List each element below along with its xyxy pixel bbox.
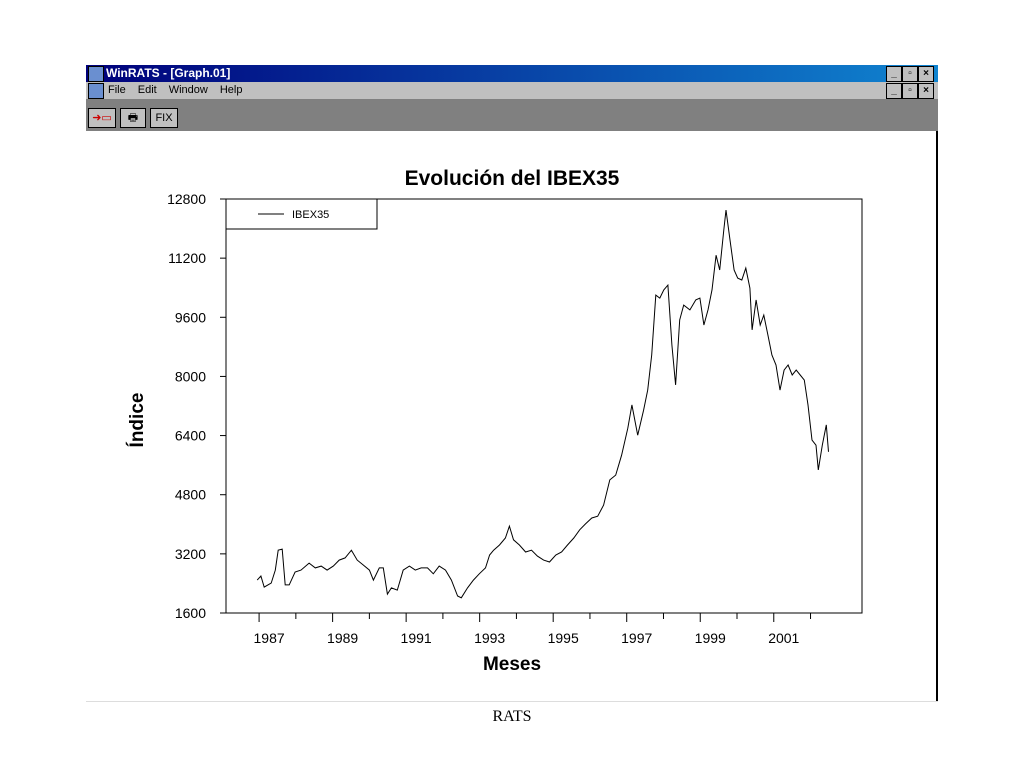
y-tick-label: 3200 xyxy=(175,546,206,562)
window-border xyxy=(936,131,938,701)
menu-bar: File Edit Window Help _ ▫ × xyxy=(86,82,938,99)
window-title: WinRATS - [Graph.01] xyxy=(106,66,231,80)
x-tick-label: 1997 xyxy=(621,630,652,646)
toolbar: ➜▭ 🖶 FIX xyxy=(86,99,938,131)
doc-icon xyxy=(88,83,104,99)
x-tick-label: 1993 xyxy=(474,630,505,646)
menu-item[interactable]: File xyxy=(108,84,126,96)
doc-restore[interactable]: ▫ xyxy=(902,83,918,99)
y-tick-label: 4800 xyxy=(175,487,206,503)
doc-close[interactable]: × xyxy=(918,83,934,99)
save-button[interactable]: ➜▭ xyxy=(88,108,116,128)
minimize-button[interactable]: _ xyxy=(886,66,902,82)
window-bottom xyxy=(86,701,938,702)
y-tick-label: 1600 xyxy=(175,605,206,621)
legend-box xyxy=(225,198,378,230)
series-line xyxy=(256,210,829,599)
menu-item[interactable]: Help xyxy=(219,84,243,96)
close-button[interactable]: × xyxy=(918,66,934,82)
plot-frame xyxy=(225,198,863,614)
fix-button[interactable]: FIX xyxy=(150,108,178,128)
x-tick-label: 1995 xyxy=(548,630,579,646)
doc-minimize[interactable]: _ xyxy=(886,83,902,99)
x-tick-label: 1991 xyxy=(401,630,432,646)
x-tick-label: 1989 xyxy=(327,630,358,646)
x-tick-label: 1999 xyxy=(695,630,726,646)
y-tick-label: 6400 xyxy=(175,428,206,444)
title-bar: WinRATS - [Graph.01] _ ▫ × xyxy=(86,65,938,82)
x-tick-label: 1987 xyxy=(254,630,285,646)
menu-item[interactable]: Edit xyxy=(137,84,157,96)
caption: RATS xyxy=(492,708,532,725)
y-axis-label: Índice xyxy=(126,393,148,448)
y-tick-label: 11200 xyxy=(168,250,206,266)
menu-item[interactable]: Window xyxy=(168,84,208,96)
legend-label: IBEX35 xyxy=(292,209,329,221)
y-tick-label: 12800 xyxy=(167,191,206,207)
print-button[interactable]: 🖶 xyxy=(120,108,146,128)
chart-title: Evolución del IBEX35 xyxy=(405,167,620,190)
x-axis-label: Meses xyxy=(483,654,541,675)
y-tick-label: 8000 xyxy=(175,368,206,384)
app-icon xyxy=(88,66,104,82)
x-tick-label: 2001 xyxy=(768,630,799,646)
y-tick-label: 9600 xyxy=(175,309,206,325)
restore-button[interactable]: ▫ xyxy=(902,66,918,82)
